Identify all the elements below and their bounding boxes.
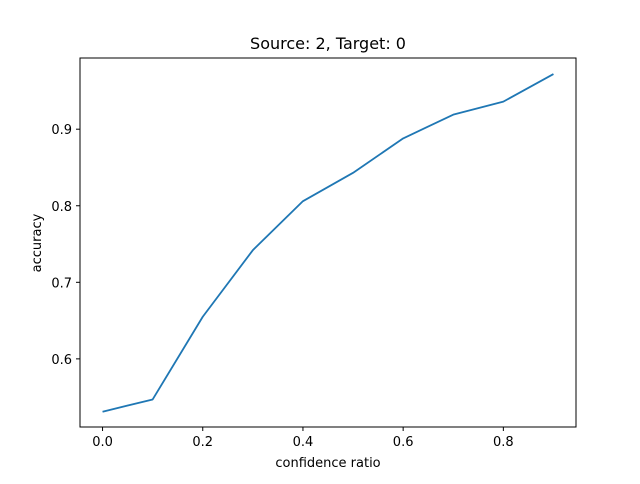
x-tick-label: 0.2 bbox=[192, 435, 213, 450]
y-tick-label: 0.8 bbox=[51, 200, 72, 215]
y-axis-ticks: 0.6 0.7 0.8 0.9 bbox=[51, 123, 80, 368]
chart-title: Source: 2, Target: 0 bbox=[250, 34, 406, 53]
x-axis-label: confidence ratio bbox=[275, 456, 380, 471]
x-tick-label: 0.4 bbox=[293, 435, 314, 450]
x-tick-label: 0.6 bbox=[393, 435, 414, 450]
x-axis-ticks: 0.0 0.2 0.4 0.6 0.8 bbox=[92, 427, 514, 450]
x-tick-label: 0.8 bbox=[493, 435, 514, 450]
y-tick-label: 0.7 bbox=[51, 276, 72, 291]
series-line bbox=[102, 73, 554, 413]
x-tick-label: 0.0 bbox=[92, 435, 113, 450]
y-tick-label: 0.6 bbox=[51, 353, 72, 368]
y-tick-label: 0.9 bbox=[51, 123, 72, 138]
plot-frame bbox=[79, 57, 577, 428]
y-axis-label: accuracy bbox=[30, 213, 45, 272]
